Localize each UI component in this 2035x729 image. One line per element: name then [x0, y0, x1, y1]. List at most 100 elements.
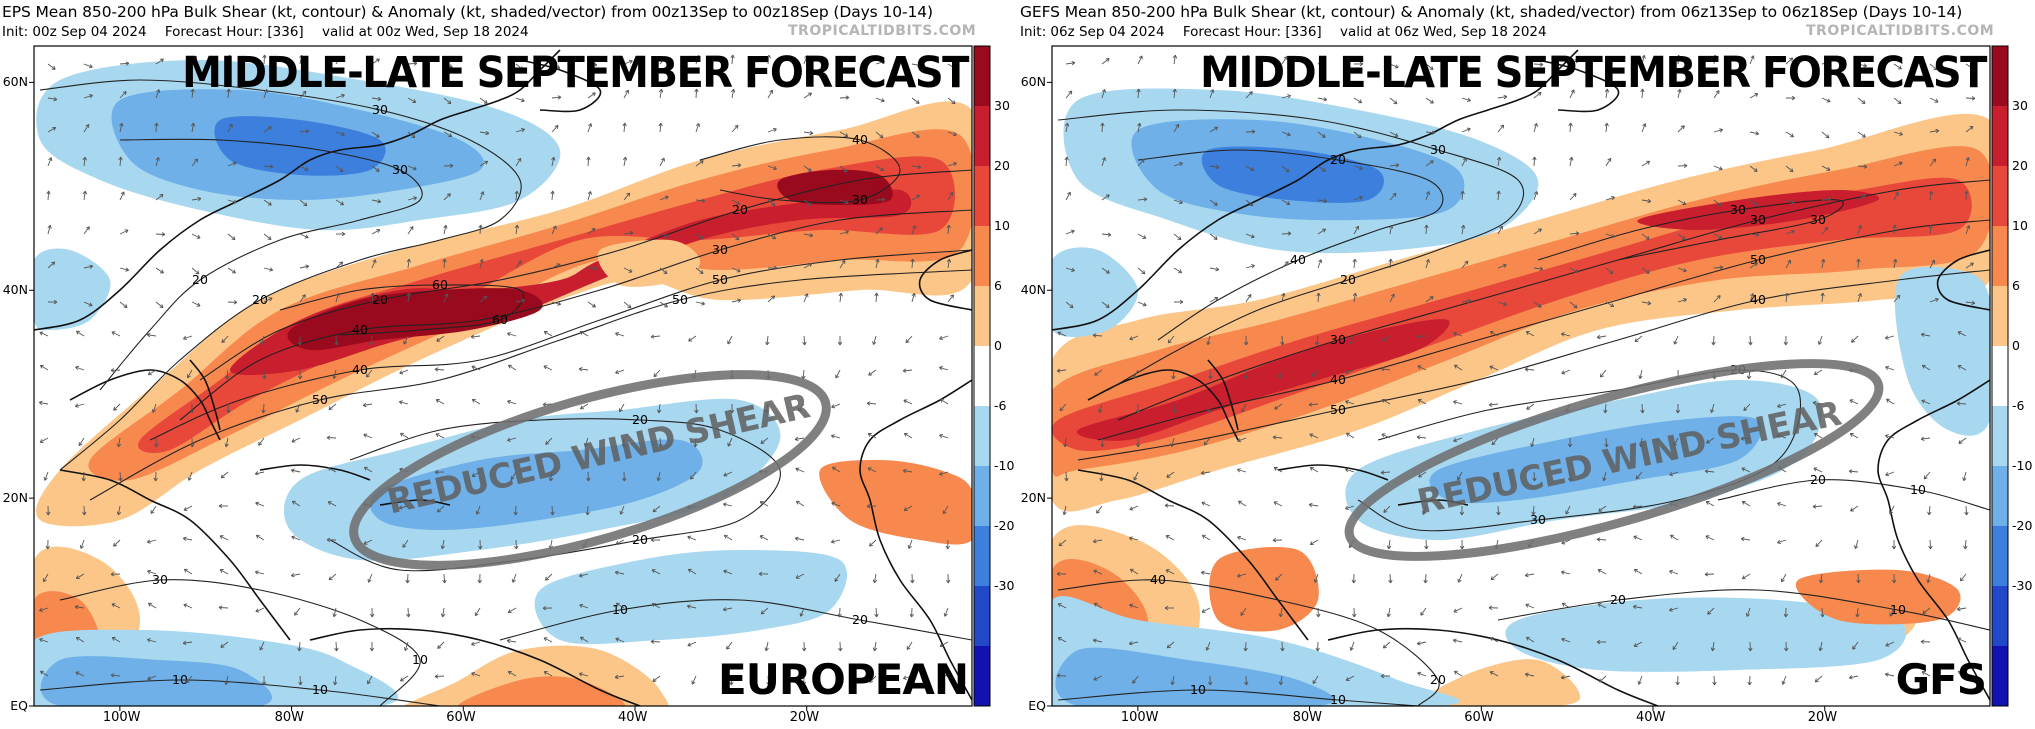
wind-vector: [839, 57, 847, 65]
wind-vector-head: [1565, 510, 1570, 515]
wind-vector-head: [834, 577, 839, 582]
lon-label: 80W: [1292, 710, 1322, 725]
wind-vector-head: [434, 674, 439, 679]
contour-label: 30: [712, 242, 728, 257]
wind-vector-head: [916, 194, 920, 199]
wind-vector-head: [1164, 503, 1169, 508]
wind-vector: [78, 437, 85, 446]
wind-vector: [1245, 264, 1255, 269]
wind-vector: [1240, 607, 1247, 616]
wind-vector: [615, 539, 625, 545]
overlay-title: MIDDLE-LATE SEPTEMBER FORECAST: [182, 48, 969, 98]
wind-vector-head: [146, 332, 151, 338]
wind-vector-head: [1899, 131, 1903, 136]
wind-vector: [803, 199, 812, 206]
wind-vector-head: [614, 674, 619, 680]
wind-vector: [363, 539, 373, 545]
header-forecast-hour: Forecast Hour: [336]: [164, 24, 304, 40]
wind-vector: [479, 224, 482, 235]
contour-label: 20: [1340, 272, 1356, 287]
wind-vector: [619, 403, 625, 413]
wind-vector-head: [771, 202, 776, 207]
wind-vector-head: [1780, 578, 1785, 583]
wind-vector-head: [773, 127, 777, 132]
wind-vector-head: [1894, 191, 1899, 196]
wind-vector: [1749, 55, 1754, 65]
wind-vector-head: [1424, 224, 1429, 229]
wind-vector: [1600, 369, 1607, 378]
wind-vector: [1453, 400, 1463, 405]
wind-vector-head: [1682, 268, 1687, 273]
wind-vector: [1420, 607, 1427, 616]
wind-vector: [291, 573, 301, 577]
wind-vector-head: [298, 681, 303, 686]
wind-vector-head: [939, 398, 944, 403]
wind-vector: [1533, 63, 1544, 66]
wind-vector: [76, 637, 85, 643]
wind-vector: [1713, 55, 1716, 65]
wind-vector-head: [586, 156, 591, 161]
wind-vector: [471, 335, 481, 338]
wind-vector: [803, 233, 813, 237]
wind-vector: [1782, 675, 1787, 685]
lat-label: 40N: [2, 282, 28, 298]
wind-vector-head: [1711, 341, 1716, 346]
wind-vector: [1101, 122, 1104, 133]
wind-vector-head: [1417, 365, 1422, 370]
wind-vector-head: [233, 300, 238, 305]
wind-vector: [471, 641, 481, 646]
wind-vector-head: [376, 229, 381, 233]
wind-vector-head: [729, 409, 735, 414]
wind-vector: [443, 258, 446, 269]
wind-vector-head: [507, 332, 511, 337]
wind-vector-head: [1272, 538, 1277, 543]
wind-vector-head: [1638, 375, 1643, 380]
wind-vector: [942, 505, 949, 514]
wind-vector-head: [1208, 375, 1213, 380]
wind-vector: [551, 125, 559, 133]
colorbar-tick-label: 0: [994, 338, 1002, 353]
wind-vector-head: [111, 331, 116, 336]
wind-vector-head: [1172, 409, 1177, 414]
colorbar-swatch: [1992, 46, 2008, 107]
wind-vector-head: [88, 302, 93, 307]
wind-vector-head: [837, 613, 842, 618]
wind-vector: [1641, 233, 1650, 240]
wind-vector-head: [650, 334, 655, 339]
wind-vector: [1309, 504, 1319, 507]
wind-vector-head: [1560, 332, 1565, 337]
colorbar-tick-label: -30: [2012, 578, 2033, 593]
wind-vector-head: [557, 95, 562, 100]
wind-vector: [911, 97, 920, 104]
wind-vector-head: [552, 225, 557, 230]
wind-vector-head: [802, 647, 807, 652]
wind-vector: [1093, 675, 1103, 681]
wind-vector: [651, 603, 661, 609]
wind-vector-head: [262, 54, 267, 59]
wind-vector-head: [340, 201, 345, 206]
wind-vector-head: [1489, 671, 1494, 675]
wind-vector: [39, 331, 49, 337]
wind-vector: [1241, 403, 1247, 413]
wind-vector-head: [760, 440, 765, 444]
wind-vector-head: [1524, 672, 1529, 677]
wind-vector-head: [1141, 270, 1146, 275]
wind-vector: [730, 675, 733, 686]
wind-vector-head: [267, 126, 272, 131]
wind-vector-head: [1741, 500, 1746, 505]
wind-vector: [651, 569, 661, 575]
wind-vector: [371, 292, 374, 303]
anomaly-shade: [597, 239, 701, 287]
wind-vector: [690, 471, 697, 480]
wind-vector: [1561, 369, 1571, 374]
anomaly-shade: [534, 550, 848, 645]
wind-vector-head: [766, 54, 771, 59]
wind-vector-head: [1453, 400, 1457, 405]
wind-vector-head: [1352, 258, 1357, 263]
wind-vector-head: [869, 542, 874, 547]
wind-vector: [1274, 403, 1283, 410]
wind-vector-head: [1105, 269, 1110, 274]
wind-vector: [291, 536, 301, 541]
wind-vector: [1132, 675, 1139, 684]
wind-vector-head: [1071, 60, 1076, 66]
